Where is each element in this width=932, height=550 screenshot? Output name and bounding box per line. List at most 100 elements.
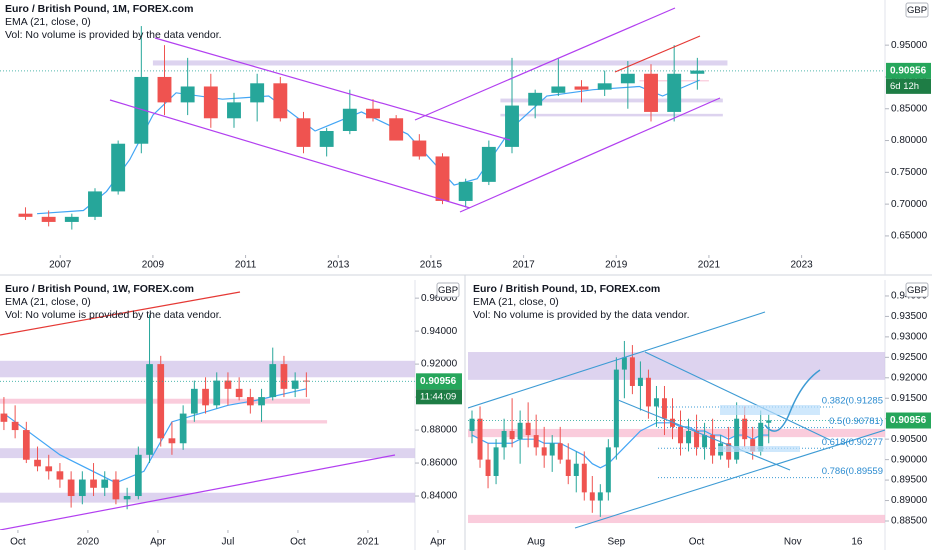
price-zone [0,448,415,459]
price-zone [0,492,415,503]
candle-body [123,496,131,500]
candle-body [319,130,334,147]
candle-body [146,364,153,455]
candle-body [168,438,176,444]
candle-body [64,216,79,222]
candle-body [597,492,603,501]
x-tick-label: Oct [10,537,26,548]
y-tick-label: 0.95000 [891,40,928,51]
candle-body [179,413,187,444]
candle-body [481,146,496,182]
countdown-label: 11:44:09 [420,391,456,402]
candle-body [412,140,427,157]
candle-body [645,377,651,407]
last-price-label: 0.90956 [890,415,927,426]
chart-overlay: 0.382(0.91285 0.5(0.90781) 0.618(0.90277 0.… [473,282,931,548]
last-price-label: 0.90956 [420,376,457,387]
y-tick-label: 0.80000 [891,135,928,146]
candle-body [202,388,209,406]
candle-body [637,377,643,386]
y-tick-label: 0.89500 [891,475,928,486]
currency-box [905,282,929,298]
x-tick-label: Nov [784,537,802,548]
candle-body [620,73,635,84]
candle-body [581,463,587,493]
candle-body [750,439,756,452]
candle-body [342,108,357,131]
candle-body [41,216,56,222]
candle-body [702,435,708,448]
countdown-box [416,389,462,405]
candle-body [45,466,53,472]
candle-body [22,430,30,460]
candle-body [180,86,195,103]
candle-body [686,430,692,444]
candle-body [458,181,473,201]
candle-body [88,191,102,217]
x-tick-label: 2023 [790,260,813,271]
y-tick-label: 0.92500 [891,352,928,363]
candle-body [517,422,523,440]
currency-box [905,2,929,18]
candle-body [661,398,667,419]
candle-body [742,418,748,440]
candle-body [296,118,311,147]
candle-body [273,83,288,119]
candle-body [505,105,519,147]
chart-overlay: 0.840000.860000.880000.900000.920000.940… [5,282,462,548]
countdown-box [886,78,931,94]
y-tick-label: 0.88000 [421,425,458,436]
y-tick-label: 0.90000 [891,454,928,465]
price-zone [468,514,885,524]
y-tick-label: 0.89000 [891,495,928,506]
last-price-box [886,412,931,429]
candle-body [525,422,531,436]
candle-body [533,435,539,448]
countdown-label: 6d 12h [890,81,919,92]
candle-body [269,364,277,398]
candle-body [291,380,299,389]
candle-body [67,479,75,497]
candle-body [573,463,579,476]
candle-body [565,459,571,476]
candle-body [235,388,243,398]
price-zone [468,428,885,438]
price-zone [500,98,723,103]
candle-body [157,76,172,103]
candle-body [653,398,659,407]
candle-body [18,213,33,217]
y-tick-label: 0.93000 [891,332,928,343]
candle-body [551,86,566,93]
candle-body [541,447,547,456]
x-tick-label: 2021 [357,537,380,548]
currency-box [436,282,460,298]
candle-body [477,418,483,460]
currency-label: GBP [438,285,458,296]
candle-body [613,369,619,448]
fib-label: 0.5(0.90781) [829,416,883,427]
legend-indicator: EMA (21, close, 0) [473,296,559,308]
x-tick-label: 2013 [327,260,350,271]
candle-body [227,102,241,119]
candle-body [250,83,265,103]
price-zone [152,60,728,66]
x-tick-label: 2019 [605,260,628,271]
candle-body [190,388,198,414]
candle-body [435,156,450,201]
fib-label: 0.618(0.90277 [822,437,883,448]
candle-body [557,443,563,460]
x-tick-label: 2015 [420,260,443,271]
candle-body [258,397,265,406]
y-tick-label: 0.92000 [891,372,928,383]
candle-body [694,430,700,448]
candle-body [134,454,142,497]
candle-body [766,420,772,423]
candle-body [734,418,740,460]
candle-body [690,70,705,74]
candle-body [366,108,380,119]
candle-body [509,430,515,440]
y-tick-label: 0.75000 [891,167,928,178]
fib-label: 0.382(0.91285 [822,396,883,407]
candle-body [0,413,8,422]
legend-title: Euro / British Pound, 1W, FOREX.com [5,283,194,295]
